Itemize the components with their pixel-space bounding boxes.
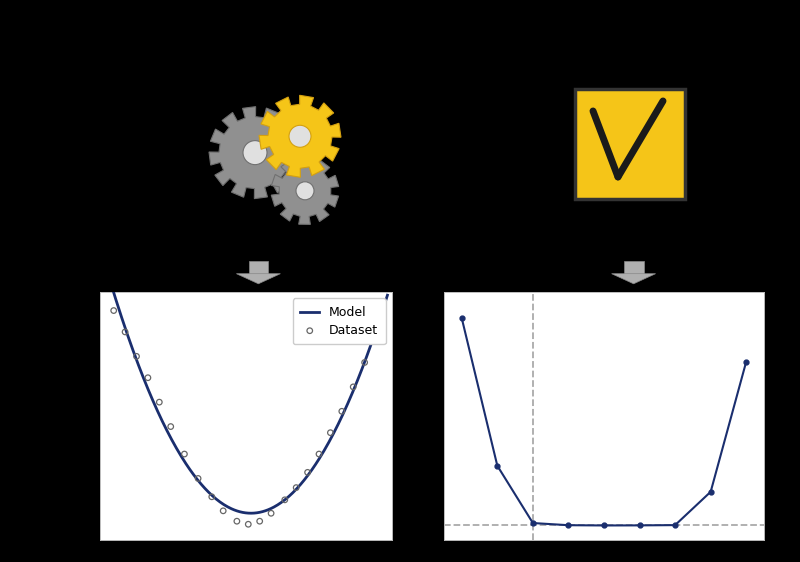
Text: Modeling: Modeling [242,41,318,59]
Dataset [335,407,348,416]
Dataset [142,373,154,382]
Text: Model evaluation: Model evaluation [564,214,696,229]
Dataset [118,328,131,337]
Polygon shape [209,107,301,198]
Model [100,259,110,266]
Dataset [313,450,326,459]
Text: range(1,10,1): range(1,10,1) [279,20,396,35]
Dataset [290,483,302,492]
Circle shape [289,125,311,147]
Dataset [242,520,254,529]
Text: polynomial degree: polynomial degree [104,20,263,35]
Dataset [107,306,120,315]
Dataset [164,422,177,431]
Dataset [217,506,230,515]
Polygon shape [271,157,338,224]
Model [357,366,366,373]
Model [246,510,256,516]
Polygon shape [259,96,341,177]
FancyBboxPatch shape [575,89,685,199]
Dataset [265,509,278,518]
Circle shape [243,140,267,165]
Circle shape [296,182,314,200]
Polygon shape [612,274,656,284]
Dataset [324,428,337,437]
Dataset [206,492,218,501]
Text: in: in [252,20,276,35]
Model [274,501,283,507]
Model [339,409,349,415]
Model [101,262,110,269]
Polygon shape [237,274,281,284]
Model [382,292,392,298]
Dataset [192,474,205,483]
Bar [624,261,643,274]
Text: for: for [82,20,108,35]
Dataset [130,352,143,361]
Model [269,504,278,510]
Dataset [278,495,291,504]
Dataset [178,450,191,459]
Dataset [370,333,382,342]
Dataset [301,468,314,477]
Dataset [358,358,371,367]
Dataset [230,516,243,525]
Model [268,504,278,511]
Legend: Model, Dataset: Model, Dataset [293,298,386,345]
Dataset [347,382,360,391]
Line: Model: Model [105,262,387,513]
Dataset [254,516,266,525]
Bar [249,261,268,274]
Dataset [153,398,166,407]
